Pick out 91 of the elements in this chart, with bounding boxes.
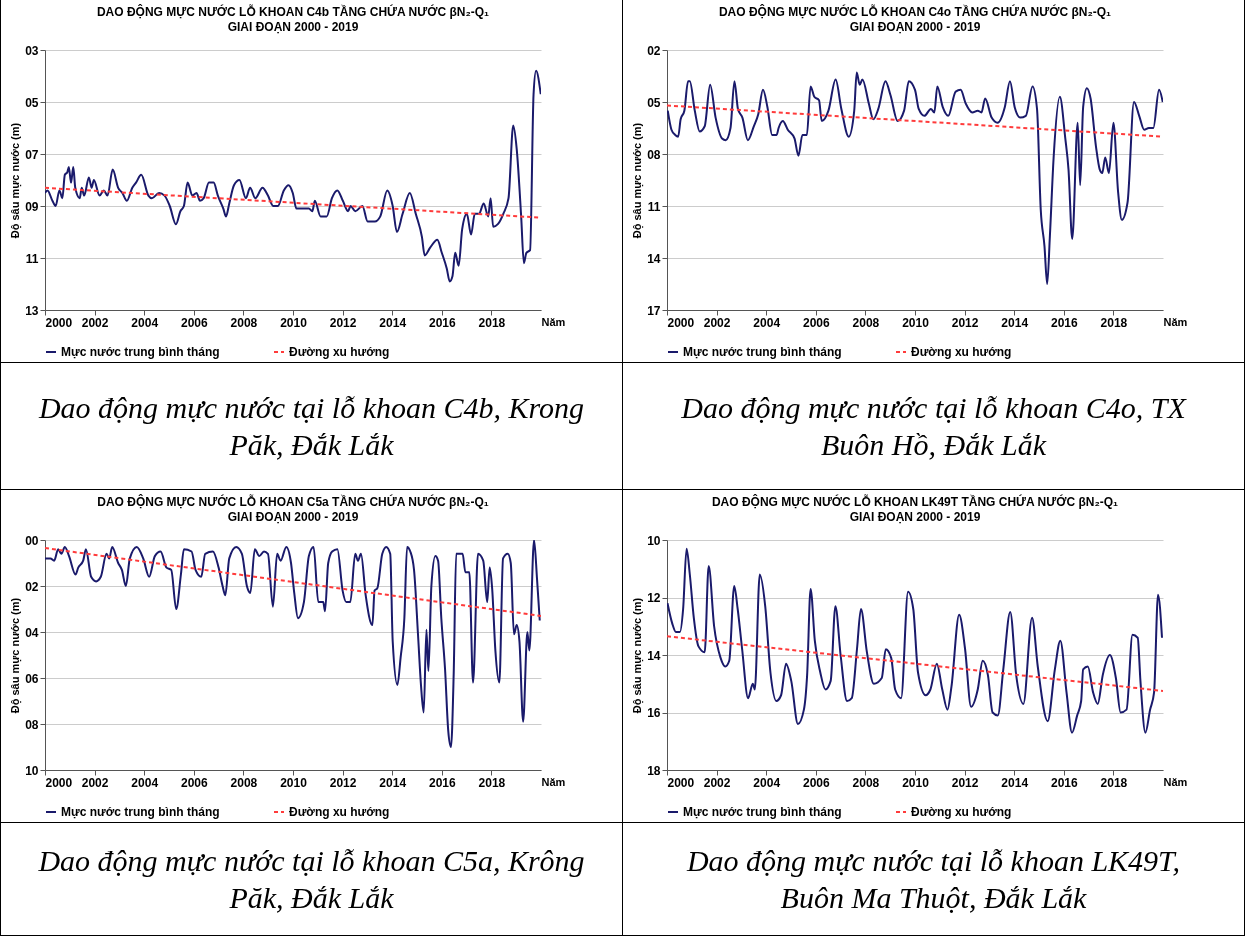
y-axis-title: Độ sâu mực nước (m) — [631, 122, 645, 239]
x-tick-label: 2014 — [379, 315, 407, 330]
chart-subtitle: GIAI ĐOẠN 2000 - 2019 — [227, 510, 359, 524]
x-tick-label: 2008 — [852, 315, 880, 330]
y-tick-label: 07 — [25, 147, 39, 162]
x-tick-label: 2010 — [902, 315, 930, 330]
text: Dao động mực nước tại lỗ khoan C4o, TX Buôn Hồ, Đắk Lắk — [623, 362, 1244, 489]
x-tick-label: 2014 — [379, 775, 407, 790]
x-tick-label: 2018 — [478, 775, 506, 790]
chart-subtitle: GIAI ĐOẠN 2000 - 2019 — [849, 510, 981, 524]
x-tick-label: 2000 — [667, 775, 695, 790]
legend-label: Mực nước trung bình tháng — [61, 345, 220, 359]
chart-subtitle: GIAI ĐOẠN 2000 - 2019 — [227, 20, 359, 34]
y-tick-label: 18 — [647, 763, 661, 778]
x-tick-label: 2010 — [280, 315, 308, 330]
x-tick-label: 2012 — [951, 315, 979, 330]
x-tick-label: 2016 — [428, 775, 456, 790]
x-tick-label: 2014 — [1001, 315, 1029, 330]
y-tick-label: 10 — [25, 763, 39, 778]
legend-label: Mực nước trung bình tháng — [683, 805, 842, 819]
x-tick-label: 2010 — [902, 775, 930, 790]
x-tick-label: 2008 — [230, 315, 258, 330]
legend-label: Mực nước trung bình tháng — [683, 345, 842, 359]
chart-title: DAO ĐỘNG MỰC NƯỚC LỖ KHOAN C5a TẦNG CHỨA NƯỚC βN₂-Q₁ — [97, 494, 489, 509]
x-tick-label: 2016 — [1050, 775, 1078, 790]
x-axis-title: Năm — [1163, 775, 1188, 788]
x-tick-label: 2000 — [667, 315, 695, 330]
y-tick-label: 00 — [25, 533, 39, 548]
y-tick-label: 02 — [647, 43, 661, 58]
x-tick-label: 2016 — [428, 315, 456, 330]
x-tick-label: 2014 — [1001, 775, 1029, 790]
x-tick-label: 2004 — [131, 315, 159, 330]
x-tick-label: 2000 — [45, 775, 73, 790]
y-tick-label: 04 — [25, 625, 39, 640]
y-tick-label: 17 — [647, 303, 661, 318]
x-axis-title: Năm — [541, 315, 566, 328]
y-axis-title: Độ sâu mực nước (m) — [631, 597, 645, 714]
x-tick-label: 2002 — [81, 775, 109, 790]
x-axis-title: Năm — [1163, 315, 1188, 328]
y-tick-label: 03 — [25, 43, 39, 58]
x-tick-label: 2016 — [1050, 315, 1078, 330]
x-axis-title: Năm — [541, 775, 566, 788]
x-tick-label: 2006 — [802, 315, 830, 330]
x-tick-label: 2000 — [45, 315, 73, 330]
x-tick-label: 2018 — [478, 315, 506, 330]
y-tick-label: 11 — [647, 199, 661, 214]
x-tick-label: 2012 — [951, 775, 979, 790]
text: Dao động mực nước tại lỗ khoan LK49T, Buôn Ma Thuột, Đắk Lắk — [623, 822, 1244, 935]
x-tick-label: 2002 — [81, 315, 109, 330]
y-tick-label: 08 — [647, 147, 661, 162]
y-tick-label: 02 — [25, 579, 39, 594]
x-tick-label: 2018 — [1100, 315, 1128, 330]
x-tick-label: 2012 — [329, 775, 357, 790]
y-tick-label: 06 — [25, 671, 39, 686]
legend-label: Mực nước trung bình tháng — [61, 805, 220, 819]
y-tick-label: 08 — [25, 717, 39, 732]
chart-title: DAO ĐỘNG MỰC NƯỚC LỖ KHOAN LK49T TẦNG CHỨA NƯỚC βN₂-Q₁ — [711, 494, 1119, 509]
chart-title: DAO ĐỘNG MỰC NƯỚC LỖ KHOAN C4b TẦNG CHỨA NƯỚC βN₂-Q₁ — [96, 4, 490, 19]
y-tick-label: 05 — [25, 95, 39, 110]
x-tick-label: 2012 — [329, 315, 357, 330]
y-tick-label: 13 — [25, 303, 39, 318]
legend-label: Đường xu hướng — [289, 345, 390, 359]
text: Dao động mực nước tại lỗ khoan C5a, Krông Păk, Đắk Lắk — [1, 822, 622, 935]
y-axis-title: Độ sâu mực nước (m) — [9, 122, 23, 239]
y-tick-label: 14 — [647, 251, 661, 266]
x-tick-label: 2004 — [753, 775, 781, 790]
chart-subtitle: GIAI ĐOẠN 2000 - 2019 — [849, 20, 981, 34]
y-tick-label: 11 — [25, 251, 39, 266]
chart-title: DAO ĐỘNG MỰC NƯỚC LỖ KHOAN C4o TẦNG CHỨA NƯỚC βN₂-Q₁ — [718, 4, 1112, 19]
x-tick-label: 2018 — [1100, 775, 1128, 790]
x-tick-label: 2002 — [703, 775, 731, 790]
y-tick-label: 12 — [647, 591, 661, 605]
legend-label: Đường xu hướng — [911, 805, 1012, 819]
y-tick-label: 09 — [25, 199, 39, 214]
x-tick-label: 2006 — [802, 775, 830, 790]
legend-label: Đường xu hướng — [289, 805, 390, 819]
y-axis-title: Độ sâu mực nước (m) — [9, 597, 23, 714]
y-tick-label: 05 — [647, 95, 661, 110]
y-tick-label: 10 — [647, 533, 661, 548]
text: Dao động mực nước tại lỗ khoan C4b, Krong Păk, Đắk Lắk — [1, 362, 622, 489]
y-tick-label: 14 — [647, 648, 661, 663]
x-tick-label: 2008 — [230, 775, 258, 790]
legend-label: Đường xu hướng — [911, 345, 1012, 359]
y-tick-label: 16 — [647, 706, 661, 720]
x-tick-label: 2010 — [280, 775, 308, 790]
x-tick-label: 2006 — [180, 315, 208, 330]
x-tick-label: 2004 — [753, 315, 781, 330]
x-tick-label: 2004 — [131, 775, 159, 790]
x-tick-label: 2008 — [852, 775, 880, 790]
x-tick-label: 2006 — [180, 775, 208, 790]
x-tick-label: 2002 — [703, 315, 731, 330]
